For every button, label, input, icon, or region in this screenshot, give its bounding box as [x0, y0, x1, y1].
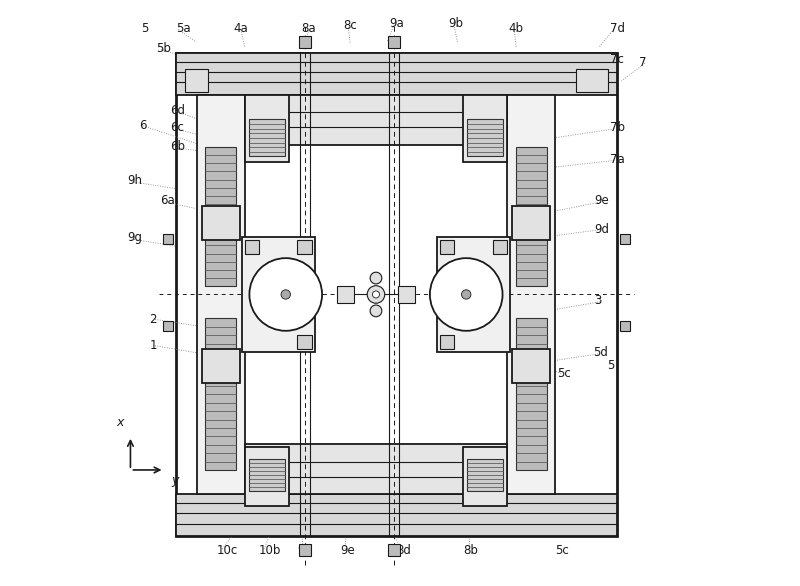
Bar — [197, 95, 245, 494]
Bar — [299, 36, 311, 48]
Bar — [467, 120, 503, 156]
Text: 8a: 8a — [302, 22, 316, 35]
Text: 9h: 9h — [127, 174, 142, 187]
Bar — [463, 447, 507, 506]
Text: 2: 2 — [149, 313, 157, 326]
Text: 7: 7 — [639, 56, 646, 69]
Text: 10c: 10c — [217, 544, 238, 557]
Bar — [176, 53, 617, 536]
Circle shape — [373, 291, 379, 298]
Bar — [299, 544, 311, 556]
Bar — [388, 36, 400, 48]
Circle shape — [462, 289, 471, 299]
Text: 4a: 4a — [233, 22, 248, 35]
Text: 9b: 9b — [449, 17, 464, 30]
Bar — [245, 95, 289, 162]
Text: 8b: 8b — [463, 544, 478, 557]
Text: x: x — [116, 416, 123, 429]
Circle shape — [370, 305, 382, 316]
Bar — [205, 147, 236, 287]
Text: 6d: 6d — [170, 104, 186, 117]
Bar — [249, 120, 285, 156]
Text: 5d: 5d — [594, 346, 608, 359]
Text: 10b: 10b — [258, 544, 281, 557]
Bar — [298, 240, 311, 254]
Circle shape — [367, 285, 385, 304]
Bar — [246, 240, 259, 254]
Bar — [512, 206, 550, 240]
Text: 3: 3 — [594, 294, 602, 306]
Bar — [176, 53, 617, 95]
Text: 5c: 5c — [554, 544, 569, 557]
Bar — [388, 544, 400, 556]
Text: 7b: 7b — [610, 121, 625, 134]
Circle shape — [430, 258, 502, 331]
Bar — [620, 321, 630, 331]
Text: 5c: 5c — [557, 367, 570, 380]
Bar — [202, 349, 240, 383]
Bar — [205, 318, 236, 470]
Text: 7a: 7a — [610, 153, 625, 166]
Bar — [516, 147, 547, 287]
Text: 5: 5 — [141, 22, 148, 35]
Text: 5b: 5b — [156, 42, 171, 54]
Text: 9a: 9a — [390, 17, 404, 30]
Bar — [398, 287, 414, 302]
Text: 6a: 6a — [160, 194, 174, 207]
Bar — [512, 349, 550, 383]
Text: 6: 6 — [139, 120, 146, 132]
Text: 1: 1 — [149, 339, 157, 352]
Bar — [176, 494, 617, 536]
Bar — [245, 444, 507, 494]
Text: 9g: 9g — [127, 231, 142, 244]
Text: 4b: 4b — [509, 22, 523, 35]
Bar — [162, 321, 174, 331]
Text: y: y — [171, 474, 179, 487]
Text: 7c: 7c — [610, 53, 624, 66]
Bar — [620, 234, 630, 244]
Text: 8d: 8d — [396, 544, 410, 557]
Bar — [245, 95, 507, 145]
Text: 9f: 9f — [298, 544, 309, 557]
Bar — [463, 95, 507, 162]
Bar — [441, 335, 454, 349]
Bar — [202, 206, 240, 240]
Bar — [516, 318, 547, 470]
Circle shape — [281, 289, 290, 299]
Circle shape — [250, 258, 322, 331]
Text: 6b: 6b — [170, 140, 186, 153]
Bar — [576, 69, 608, 92]
Text: 9e: 9e — [340, 544, 355, 557]
Bar — [507, 95, 555, 494]
Bar — [245, 447, 289, 506]
Bar — [467, 459, 503, 491]
Text: 7d: 7d — [610, 22, 625, 35]
Text: 9e: 9e — [594, 194, 610, 207]
Text: 5: 5 — [607, 359, 615, 372]
Bar — [162, 234, 174, 244]
Bar — [185, 69, 208, 92]
Bar — [242, 237, 315, 352]
Bar — [437, 237, 510, 352]
Bar — [493, 240, 506, 254]
Bar — [249, 459, 285, 491]
Bar — [338, 287, 354, 302]
Text: 5a: 5a — [176, 22, 190, 35]
Text: 8c: 8c — [344, 19, 358, 32]
Bar — [441, 240, 454, 254]
Text: 9d: 9d — [594, 223, 610, 236]
Text: 6c: 6c — [170, 121, 184, 134]
Bar — [298, 335, 311, 349]
Circle shape — [370, 272, 382, 284]
